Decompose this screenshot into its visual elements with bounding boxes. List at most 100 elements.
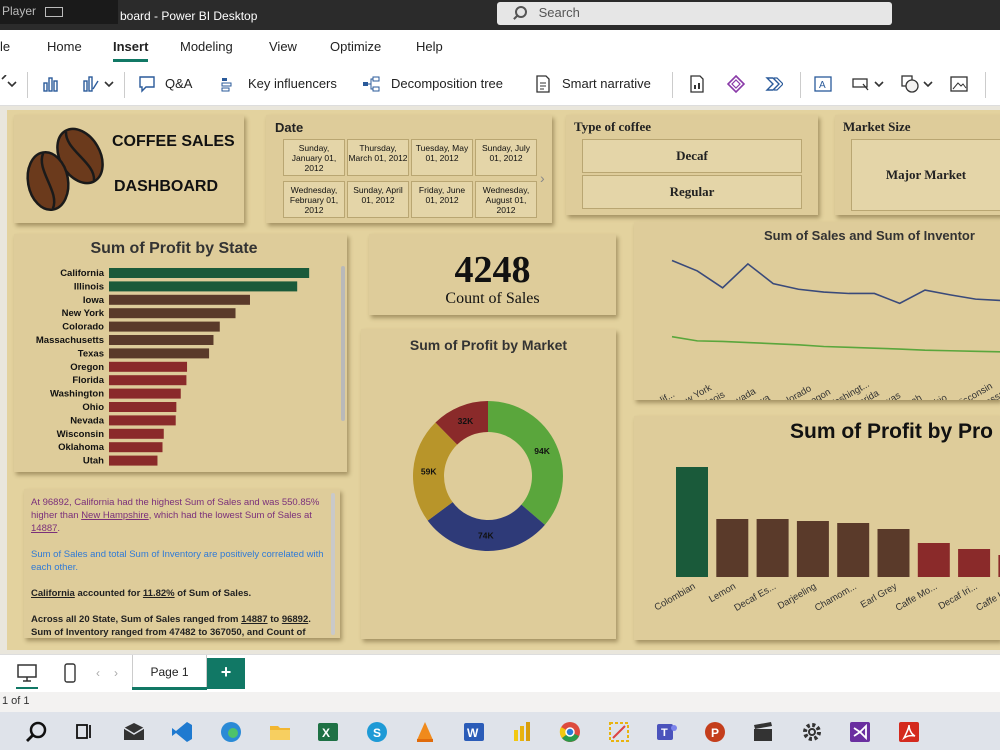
- next-page-icon[interactable]: ›: [114, 666, 118, 680]
- state-tick-label: Utah: [83, 456, 104, 467]
- mobile-view-icon[interactable]: [63, 662, 77, 684]
- video-editor-icon[interactable]: [751, 720, 775, 744]
- svg-text:T: T: [661, 727, 668, 739]
- report-page: COFFEE SALES DASHBOARD Date Sunday, Janu…: [7, 110, 1000, 650]
- market-slice: [413, 422, 458, 521]
- file-explorer-icon[interactable]: [268, 720, 292, 744]
- next-arrow[interactable]: ›: [540, 170, 545, 186]
- skype-icon[interactable]: S: [365, 720, 389, 744]
- date-option[interactable]: Thursday, March 01, 2012: [347, 139, 409, 176]
- chevron-down-icon[interactable]: [922, 75, 934, 93]
- line-tick-label: Iowa: [749, 392, 772, 400]
- vscode-icon[interactable]: [170, 720, 194, 744]
- snipping-tool-icon[interactable]: [607, 720, 631, 744]
- chart-title: Sum of Profit by State: [90, 240, 258, 257]
- task-view-icon[interactable]: [73, 720, 97, 744]
- tab-optimize[interactable]: Optimize: [330, 39, 382, 54]
- mail-icon[interactable]: [122, 720, 146, 744]
- scrollbar[interactable]: [341, 266, 345, 421]
- qa-button[interactable]: Q&A: [165, 76, 193, 91]
- date-option[interactable]: Tuesday, May 01, 2012: [411, 139, 473, 176]
- excel-icon[interactable]: X: [316, 720, 340, 744]
- date-option[interactable]: Wednesday, February 01, 2012: [283, 181, 345, 218]
- active-view-indicator: [16, 687, 38, 689]
- search-placeholder: Search: [538, 5, 580, 20]
- key-influencers-button[interactable]: Key influencers: [248, 76, 337, 91]
- date-option[interactable]: Wednesday, August 01, 2012: [475, 181, 537, 218]
- add-page-button[interactable]: +: [207, 658, 245, 689]
- date-option[interactable]: Sunday, April 01, 2012: [347, 181, 409, 218]
- page-tab-page1[interactable]: Page 1: [132, 655, 207, 689]
- decomposition-tree-button[interactable]: Decomposition tree: [391, 76, 503, 91]
- decomposition-tree-icon[interactable]: [362, 75, 380, 93]
- word-icon[interactable]: W: [462, 720, 486, 744]
- smart-narrative-icon[interactable]: [534, 75, 552, 93]
- svg-text:S: S: [373, 726, 381, 740]
- profit-by-product-card[interactable]: Sum of Profit by Pro Colombian Lemon Decaf…: [634, 416, 1000, 640]
- search-input[interactable]: Search: [497, 2, 892, 25]
- shapes-icon[interactable]: [901, 75, 919, 93]
- chevron-down-icon[interactable]: [0, 75, 20, 93]
- product-bar: [796, 521, 829, 577]
- paginated-report-icon[interactable]: [688, 75, 706, 93]
- date-option[interactable]: Sunday, July 01, 2012: [475, 139, 537, 176]
- date-option[interactable]: Friday, June 01, 2012: [411, 181, 473, 218]
- coffee-option-regular[interactable]: Regular: [582, 175, 802, 209]
- title-card[interactable]: COFFEE SALES DASHBOARD: [14, 115, 244, 223]
- power-apps-icon[interactable]: [727, 75, 745, 93]
- tab-home[interactable]: Home: [47, 39, 82, 54]
- search-icon[interactable]: [25, 720, 49, 744]
- text-box-icon[interactable]: A: [814, 75, 832, 93]
- teams-icon[interactable]: T: [655, 720, 679, 744]
- edge-icon[interactable]: [219, 720, 243, 744]
- tab-file[interactable]: le: [0, 39, 11, 54]
- prev-page-icon[interactable]: ‹: [96, 666, 100, 680]
- desktop-view-icon[interactable]: [16, 663, 38, 683]
- state-tick-label: Wisconsin: [57, 429, 105, 440]
- image-icon[interactable]: [950, 75, 968, 93]
- chevron-down-icon[interactable]: [103, 75, 115, 93]
- narrative-paragraph: At 96892, California had the highest Sum…: [31, 497, 320, 534]
- player-window-icon[interactable]: [45, 6, 64, 17]
- smart-narrative-card[interactable]: At 96892, California had the highest Sum…: [24, 489, 340, 638]
- smart-narrative-button[interactable]: Smart narrative: [562, 76, 651, 91]
- market-data-label: 32K: [458, 416, 474, 426]
- buttons-icon[interactable]: [852, 75, 870, 93]
- kpi-card[interactable]: 4248 Count of Sales: [369, 234, 616, 315]
- scrollbar[interactable]: [331, 493, 335, 635]
- narrative-paragraph: Across all 20 State, Sum of Sales ranged…: [31, 614, 311, 625]
- settings-icon[interactable]: [800, 720, 824, 744]
- powerpoint-icon[interactable]: P: [703, 720, 727, 744]
- coffee-type-slicer: Type of coffee Decaf Regular: [566, 115, 818, 215]
- product-tick-label: Caffe Mo...: [894, 581, 940, 614]
- date-option[interactable]: Sunday, January 01, 2012: [283, 139, 345, 176]
- tab-modeling[interactable]: Modeling: [180, 39, 233, 54]
- profit-by-state-card[interactable]: Sum of Profit by State California Illinoi…: [14, 234, 347, 472]
- tab-insert[interactable]: Insert: [113, 39, 149, 62]
- product-tick-label: Earl Grey: [859, 581, 899, 611]
- tab-help[interactable]: Help: [416, 39, 443, 54]
- key-influencers-icon[interactable]: [220, 75, 238, 93]
- state-tick-label: Ohio: [82, 402, 104, 413]
- qa-icon[interactable]: [138, 75, 156, 93]
- acrobat-icon[interactable]: [897, 720, 921, 744]
- tab-view[interactable]: View: [269, 39, 297, 54]
- chart-title: Sum of Profit by Pro: [790, 420, 994, 443]
- vlc-icon[interactable]: [413, 720, 437, 744]
- state-tick-label: Iowa: [83, 295, 105, 306]
- visual-studio-icon[interactable]: [848, 720, 872, 744]
- chevron-down-icon[interactable]: [873, 75, 885, 93]
- profit-by-market-card[interactable]: Sum of Profit by Market 94K 74K 59K 32K: [361, 329, 616, 639]
- more-visuals-icon[interactable]: [82, 75, 100, 93]
- market-option-major[interactable]: Major Market: [851, 139, 1000, 211]
- state-bar: [109, 428, 164, 439]
- coffee-option-decaf[interactable]: Decaf: [582, 139, 802, 173]
- new-visual-icon[interactable]: [42, 75, 60, 93]
- power-automate-icon[interactable]: [765, 75, 783, 93]
- market-slice: [488, 401, 563, 525]
- state-bar: [109, 321, 220, 332]
- sales-inventory-card[interactable]: Sum of Sales and Sum of Inventor Calif..…: [634, 222, 1000, 400]
- state-bar: [109, 388, 181, 399]
- power-bi-icon[interactable]: [510, 720, 534, 744]
- chrome-icon[interactable]: [558, 720, 582, 744]
